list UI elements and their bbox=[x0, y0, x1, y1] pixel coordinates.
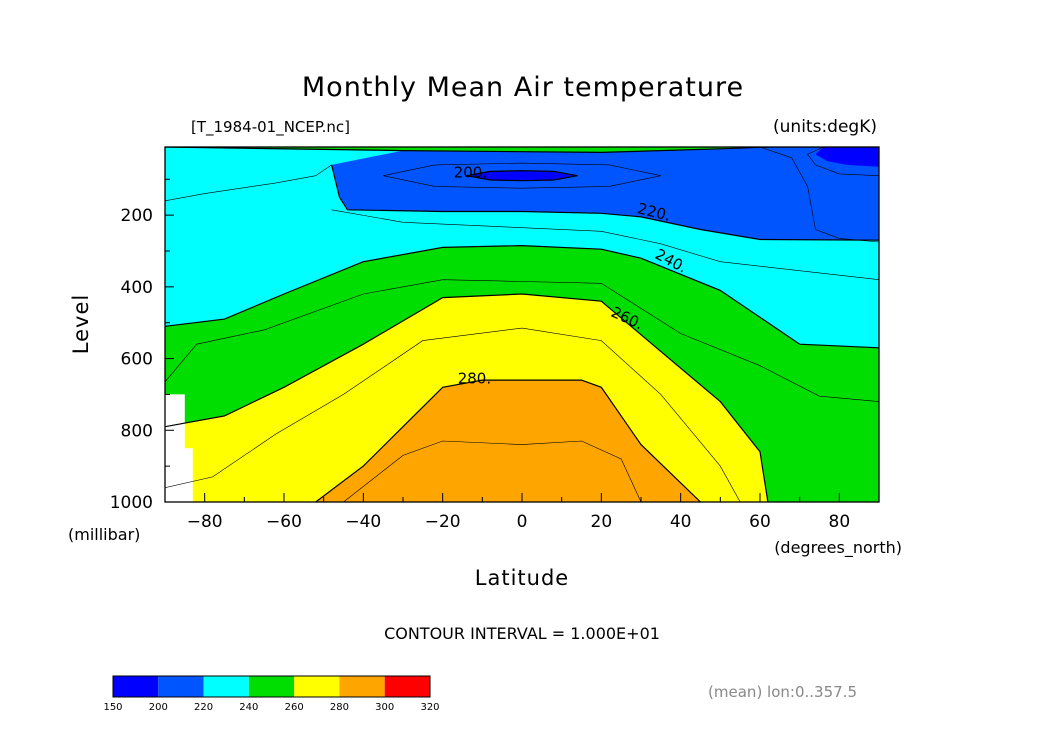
colorbar-swatch-150-200 bbox=[113, 676, 159, 697]
chart-title: Monthly Mean Air temperature bbox=[302, 72, 744, 103]
contour-line-c220d bbox=[807, 147, 879, 176]
x-tick-label: 0 bbox=[517, 512, 528, 532]
contour-line-c230c bbox=[759, 147, 879, 243]
colorbar-label: 220 bbox=[194, 702, 213, 713]
x-tick-label: 60 bbox=[749, 512, 771, 532]
x-tick-label: −60 bbox=[266, 512, 302, 532]
colorbar-label: 280 bbox=[330, 702, 349, 713]
y-tick-label: 1000 bbox=[110, 493, 153, 513]
contour-line-c230 bbox=[165, 164, 332, 202]
colorbar-swatch-300-320 bbox=[384, 676, 430, 697]
contour-line-c220 bbox=[165, 147, 768, 154]
units-label: (units:degK) bbox=[773, 117, 877, 137]
contour-label-0: 220. bbox=[458, 134, 491, 152]
colorbar-swatch-280-300 bbox=[339, 676, 385, 697]
band-280-300 bbox=[315, 380, 701, 502]
colorbar-label: 320 bbox=[420, 702, 439, 713]
colorbar-swatch-220-240 bbox=[203, 676, 249, 697]
dataset-label: [T_1984-01_NCEP.nc] bbox=[191, 118, 350, 137]
y-tick-label: 200 bbox=[121, 206, 153, 226]
y-tick-label: 600 bbox=[121, 350, 153, 370]
contour-line-c270 bbox=[165, 327, 741, 502]
contour-line-c210 bbox=[383, 162, 661, 189]
x-axis-ticks: −80 −60 −40 −20 0 20 40 60 80 bbox=[164, 493, 880, 532]
colorbar-frame bbox=[112, 675, 431, 698]
contour-interval-note: CONTOUR INTERVAL = 1.000E+01 bbox=[384, 624, 660, 643]
colorbar-swatch-240-260 bbox=[248, 676, 295, 697]
contour-label-5: 280. bbox=[458, 370, 491, 388]
y-axis-title: Level bbox=[69, 294, 93, 354]
x-axis-title: Latitude bbox=[475, 566, 569, 590]
contour-plot-area: 220.200.220.240.260.280. bbox=[164, 134, 880, 503]
x-tick-label: 20 bbox=[591, 512, 613, 532]
contour-line-c240 bbox=[165, 244, 879, 349]
x-tick-label: −20 bbox=[425, 512, 461, 532]
colorbar-label: 260 bbox=[285, 702, 304, 713]
missing-data-region bbox=[165, 394, 193, 502]
band-150-200-polar bbox=[815, 147, 879, 167]
contour-line-c220b bbox=[331, 164, 879, 241]
x-tick-label: −80 bbox=[187, 512, 223, 532]
contour-line-c250 bbox=[165, 279, 879, 402]
band-150-200-tropical bbox=[466, 170, 578, 181]
y-axis-ticks: 200 400 600 800 1000 bbox=[110, 178, 174, 513]
x-tick-label: 80 bbox=[829, 512, 851, 532]
contour-label-1: 200. bbox=[454, 163, 487, 181]
y-tick-label: 800 bbox=[121, 421, 153, 441]
band-200-220 bbox=[331, 147, 879, 241]
band-240-260-top bbox=[165, 147, 768, 153]
x-tick-label: −40 bbox=[345, 512, 381, 532]
colorbar-label: 150 bbox=[103, 702, 122, 713]
y-tick-label: 400 bbox=[121, 278, 153, 298]
y-units-label: (millibar) bbox=[68, 525, 140, 544]
contour-line-c260 bbox=[165, 293, 769, 502]
x-tick-label: 40 bbox=[670, 512, 692, 532]
colorbar-label: 240 bbox=[239, 702, 258, 713]
x-units-label: (degrees_north) bbox=[774, 538, 902, 558]
colorbar-label: 300 bbox=[375, 702, 394, 713]
contour-line-c200 bbox=[466, 170, 578, 182]
colorbar-swatch-260-280 bbox=[294, 676, 340, 697]
contour-line-c290 bbox=[343, 440, 642, 502]
colorbar-swatch-200-220 bbox=[158, 676, 204, 697]
contour-line-c280 bbox=[315, 379, 701, 502]
colorbar: 150 200 220 240 260 280 300 320 bbox=[103, 675, 440, 713]
colorbar-label: 200 bbox=[149, 702, 168, 713]
contour-line-c230b bbox=[331, 209, 879, 280]
averaging-note: (mean) lon:0..357.5 bbox=[708, 683, 857, 701]
